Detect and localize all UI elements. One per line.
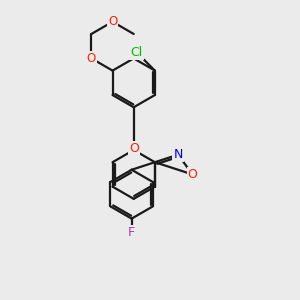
Text: O: O: [188, 168, 197, 181]
Text: N: N: [173, 148, 183, 161]
Text: O: O: [108, 15, 117, 28]
Text: O: O: [87, 52, 96, 65]
Text: Cl: Cl: [130, 46, 143, 59]
Text: F: F: [128, 226, 135, 238]
Text: O: O: [129, 142, 139, 155]
